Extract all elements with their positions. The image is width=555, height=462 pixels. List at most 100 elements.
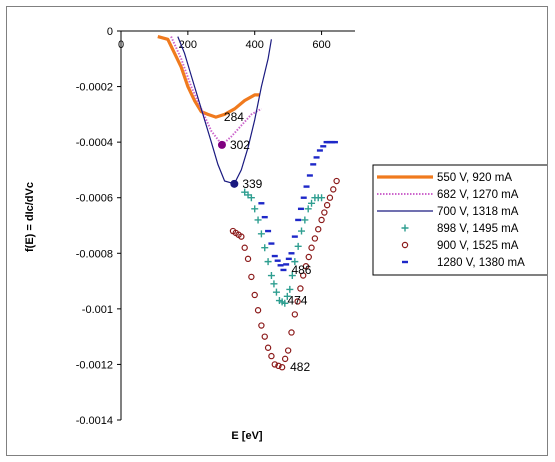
- data-point: [275, 362, 282, 370]
- data-point: [291, 258, 299, 266]
- y-tick-label: -0.0006: [76, 193, 113, 205]
- peak-label: 339: [242, 177, 262, 191]
- legend-swatch: [401, 224, 409, 232]
- data-point: [268, 352, 275, 360]
- data-point: [288, 272, 296, 280]
- data-point: [254, 307, 262, 314]
- data-point: [261, 333, 268, 340]
- data-point: [272, 288, 280, 296]
- legend-item-3: 700 V, 1318 mA: [377, 206, 519, 218]
- data-point: [281, 299, 289, 307]
- data-point: [305, 253, 312, 261]
- legend: 550 V, 920 mA 682 V, 1270 mA 700 V, 1318 m…: [372, 164, 550, 276]
- data-point: [281, 355, 289, 363]
- data-point: [241, 244, 248, 251]
- y-tick-label: -0.001: [82, 304, 113, 316]
- data-point: [326, 194, 334, 201]
- peak-label: 486: [291, 263, 311, 277]
- data-point: [264, 344, 272, 351]
- annotation-layer: 284 302 339 486 474 482: [217, 110, 312, 374]
- data-point: [302, 263, 310, 270]
- legend-item-5: 900 V, 1525 mA: [401, 240, 519, 252]
- data-point: [270, 280, 278, 288]
- data-point: [318, 194, 326, 202]
- data-point: [247, 194, 255, 202]
- data-point: [254, 216, 262, 224]
- peak-marker: [217, 140, 226, 149]
- x-tick-label: 200: [179, 39, 197, 51]
- data-point: [294, 242, 302, 250]
- legend-label: 700 V, 1318 mA: [437, 206, 519, 218]
- data-point: [251, 205, 259, 213]
- series-2: [170, 36, 262, 147]
- series-1: [157, 35, 260, 119]
- data-point: [264, 258, 272, 266]
- data-point: [330, 186, 337, 193]
- data-point: [311, 235, 319, 242]
- peak-label: 302: [230, 138, 250, 152]
- x-tick-label: 600: [312, 39, 330, 51]
- data-point: [298, 227, 306, 235]
- chart-svg: 0 -0.0002 -0.0004 -0.0006 -0.0008 -0.001 -0.00…: [24, 26, 550, 442]
- legend-label: 550 V, 920 mA: [437, 172, 512, 184]
- series-line: [157, 35, 260, 119]
- chart-frame: 0 -0.0002 -0.0004 -0.0006 -0.0008 -0.001 -0.00…: [6, 6, 550, 456]
- series-5: [229, 177, 340, 371]
- legend-item-6: 1280 V, 1380 mA: [402, 257, 525, 269]
- data-point: [321, 209, 328, 216]
- peak-label: 474: [287, 294, 307, 308]
- data-point: [301, 216, 309, 224]
- data-point: [318, 216, 325, 224]
- x-axis-label: E [eV]: [231, 430, 263, 442]
- legend-label: 898 V, 1495 mA: [437, 223, 519, 235]
- data-point: [257, 230, 265, 238]
- data-point: [286, 285, 294, 293]
- series-4: [241, 188, 326, 307]
- y-axis-label: f(E) = dIc/dVc: [24, 182, 36, 252]
- y-tick-label: 0: [107, 26, 113, 38]
- data-point: [251, 291, 258, 299]
- legend-label: 1280 V, 1380 mA: [437, 257, 525, 269]
- series-6: [258, 140, 338, 272]
- axes-layer: 0 -0.0002 -0.0004 -0.0006 -0.0008 -0.001 -0.00…: [76, 26, 355, 427]
- data-point: [248, 273, 255, 281]
- data-point: [323, 201, 331, 209]
- data-point: [261, 244, 269, 252]
- y-tick-label: -0.0004: [76, 137, 113, 149]
- peak-marker: [230, 179, 239, 188]
- legend-swatch: [401, 241, 409, 249]
- legend-box: [372, 164, 550, 276]
- x-tick-label: 400: [246, 39, 264, 51]
- data-point: [278, 364, 286, 371]
- data-point: [284, 347, 292, 354]
- data-point: [271, 361, 278, 368]
- data-point: [244, 255, 252, 263]
- y-tick-label: -0.0008: [76, 248, 113, 260]
- series-line: [177, 36, 272, 185]
- data-point: [299, 272, 307, 279]
- data-point: [304, 205, 312, 213]
- data-point: [333, 177, 340, 185]
- legend-label: 682 V, 1270 mA: [437, 189, 519, 201]
- series-layer: [157, 35, 340, 371]
- y-tick-label: -0.0012: [76, 359, 113, 371]
- y-tick-label: -0.0002: [76, 82, 113, 94]
- peak-label: 284: [224, 110, 244, 124]
- data-point: [315, 226, 322, 233]
- data-point: [238, 233, 245, 240]
- legend-item-2: 682 V, 1270 mA: [377, 189, 519, 201]
- legend-label: 900 V, 1525 mA: [437, 240, 519, 252]
- data-point: [291, 311, 299, 318]
- data-point: [283, 292, 291, 300]
- x-tick-label: 0: [118, 39, 124, 51]
- series-3: [177, 36, 272, 185]
- data-point: [308, 199, 316, 207]
- data-point: [294, 298, 301, 305]
- peak-label: 482: [290, 360, 310, 374]
- data-point: [308, 244, 315, 251]
- y-tick-label: -0.0014: [76, 415, 113, 427]
- data-point: [297, 285, 304, 292]
- data-point: [267, 272, 275, 280]
- data-point: [258, 322, 265, 329]
- legend-item-4: 898 V, 1495 mA: [401, 223, 519, 235]
